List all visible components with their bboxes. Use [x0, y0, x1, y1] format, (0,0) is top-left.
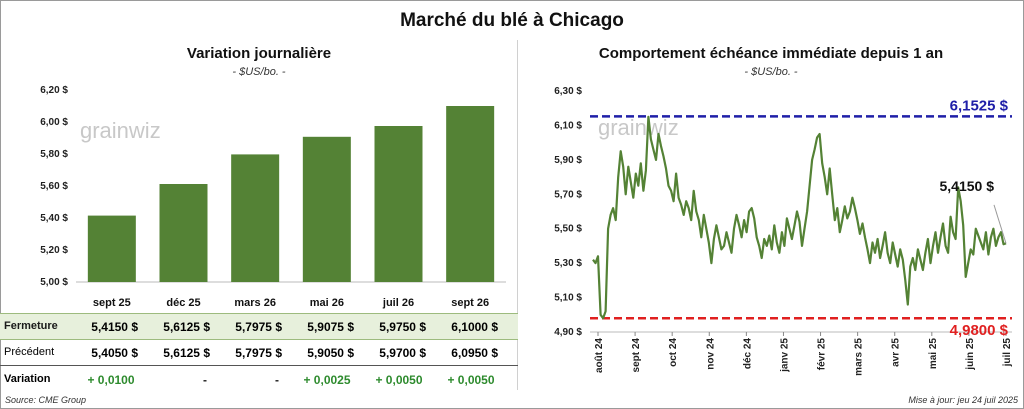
x-tick-label: janv 25 — [779, 338, 790, 373]
watermark: grainwiz — [80, 118, 161, 143]
left-chart-title: Variation journalière — [186, 45, 332, 62]
table-cell: 6,1000 $ — [451, 320, 498, 334]
table-cell: 6,0950 $ — [451, 346, 498, 360]
y-tick-label: 5,70 $ — [554, 189, 582, 200]
table-row-variation: Variation + 0,0100 - - + 0,0025 + 0,0050… — [0, 367, 518, 392]
source-note: Source: CME Group — [5, 395, 87, 405]
x-tick-label: oct 24 — [668, 338, 679, 367]
x-tick-label: sept 26 — [451, 297, 489, 309]
row-label-fermeture: Fermeture — [4, 320, 58, 332]
y-tick-label: 5,40 $ — [40, 213, 68, 224]
left-chart-subtitle: - $US/bo. - — [232, 66, 286, 78]
x-tick-label: sept 25 — [93, 297, 131, 309]
right-chart-subtitle: - $US/bo. - — [744, 66, 798, 78]
y-tick-label: 6,10 $ — [554, 120, 582, 131]
row-label-precedent: Précédent — [4, 346, 55, 358]
last-value-leader — [993, 204, 1007, 244]
bar — [446, 106, 495, 282]
x-tick-label: mai 25 — [928, 338, 939, 370]
right-chart-title: Comportement échéance immédiate depuis 1… — [598, 45, 944, 62]
table-cell: 5,9075 $ — [307, 320, 354, 334]
bar — [231, 154, 280, 282]
y-tick-label: 5,80 $ — [40, 149, 68, 160]
x-tick-label: déc 24 — [742, 338, 753, 370]
table-cell: - — [275, 373, 279, 387]
x-tick-label: juin 25 — [965, 338, 976, 371]
panel-divider — [517, 40, 518, 390]
row-label-variation: Variation — [4, 373, 51, 385]
last-value-label: 5,4150 $ — [940, 178, 995, 194]
bar — [159, 184, 208, 282]
table-cell: 5,4150 $ — [91, 320, 138, 334]
x-tick-label: mars 26 — [234, 297, 276, 309]
x-tick-label: févr 25 — [817, 338, 828, 371]
y-tick-label: 4,90 $ — [554, 327, 582, 338]
table-cell: + 0,0050 — [447, 373, 495, 387]
y-tick-label: 6,20 $ — [40, 85, 68, 96]
table-cell: - — [203, 373, 207, 387]
table-cell: 5,7975 $ — [235, 346, 282, 360]
bar-chart: grainwiz 5,00 $ 5,20 $ 5,40 $ 5,60 $ 5,80 $ 6,… — [40, 85, 506, 309]
x-tick-label: mars 25 — [854, 338, 865, 376]
y-tick-label: 5,90 $ — [554, 155, 582, 166]
x-tick-label: juil 25 — [1002, 338, 1013, 368]
bar — [302, 136, 351, 282]
y-tick-label: 5,60 $ — [40, 181, 68, 192]
main-title: Marché du blé à Chicago — [400, 10, 624, 31]
table-cell: + 0,0100 — [87, 373, 135, 387]
y-tick-label: 5,30 $ — [554, 258, 582, 269]
table-row-fermeture: Fermeture 5,4150 $ 5,6125 $ 5,7975 $ 5,9… — [0, 313, 518, 340]
table-cell: 5,4050 $ — [91, 346, 138, 360]
y-tick-label: 5,50 $ — [554, 224, 582, 235]
bar — [87, 215, 136, 282]
table-row-precedent: Précédent 5,4050 $ 5,6125 $ 5,7975 $ 5,9… — [0, 340, 518, 366]
table-cell: + 0,0025 — [303, 373, 351, 387]
table-cell: 5,9050 $ — [307, 346, 354, 360]
update-note: Mise à jour: jeu 24 juil 2025 — [908, 395, 1018, 405]
table-cell: 5,9700 $ — [379, 346, 426, 360]
y-tick-label: 5,10 $ — [554, 293, 582, 304]
bar — [374, 126, 423, 282]
low-label: 4,9800 $ — [950, 322, 1009, 339]
x-tick-label: déc 25 — [166, 297, 200, 309]
y-tick-label: 5,20 $ — [40, 245, 68, 256]
x-tick-label: mai 26 — [310, 297, 344, 309]
y-tick-label: 6,00 $ — [40, 117, 68, 128]
table-cell: 5,6125 $ — [163, 320, 210, 334]
table-cell: 5,9750 $ — [379, 320, 426, 334]
x-tick-label: juil 26 — [382, 297, 414, 309]
line-chart: grainwiz 4,90 $ 5,10 $ 5,30 $ 5,50 $ 5,70 $ 5,… — [554, 86, 1013, 376]
price-series-line — [592, 115, 1007, 320]
watermark: grainwiz — [598, 115, 679, 140]
y-tick-label: 5,00 $ — [40, 277, 68, 288]
x-tick-label: sept 24 — [631, 338, 642, 373]
x-tick-label: avr 25 — [891, 338, 902, 367]
table-cell: + 0,0050 — [375, 373, 423, 387]
y-tick-label: 6,30 $ — [554, 86, 582, 97]
table-cell: 5,7975 $ — [235, 320, 282, 334]
x-tick-label: août 24 — [594, 338, 605, 373]
high-label: 6,1525 $ — [950, 97, 1009, 114]
x-tick-label: nov 24 — [705, 338, 716, 370]
table-cell: 5,6125 $ — [163, 346, 210, 360]
